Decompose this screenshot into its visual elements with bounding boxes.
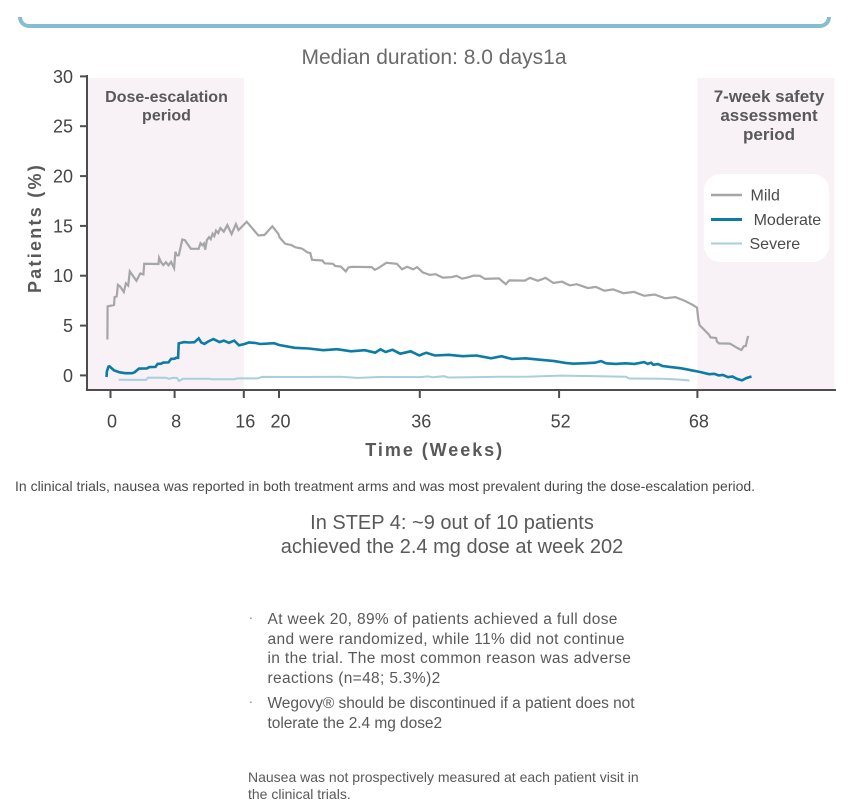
svg-text:20: 20 xyxy=(270,412,290,432)
svg-text:52: 52 xyxy=(551,412,571,432)
svg-text:16: 16 xyxy=(235,412,255,432)
svg-text:25: 25 xyxy=(53,117,73,137)
svg-text:Patients (%): Patients (%) xyxy=(25,163,45,293)
svg-text:36: 36 xyxy=(411,412,431,432)
svg-text:period: period xyxy=(743,125,795,144)
svg-text:68: 68 xyxy=(689,412,709,432)
svg-text:5: 5 xyxy=(63,316,73,336)
svg-text:0: 0 xyxy=(107,412,117,432)
svg-text:7-week safety: 7-week safety xyxy=(714,87,825,106)
svg-text:8: 8 xyxy=(171,412,181,432)
svg-text:Severe: Severe xyxy=(750,236,801,253)
svg-text:15: 15 xyxy=(53,216,73,236)
svg-text:10: 10 xyxy=(53,266,73,286)
svg-text:30: 30 xyxy=(53,67,73,87)
svg-text:Time (Weeks): Time (Weeks) xyxy=(365,440,504,460)
svg-text:Moderate: Moderate xyxy=(754,212,822,229)
svg-text:Dose-escalation: Dose-escalation xyxy=(105,89,228,106)
svg-text:period: period xyxy=(142,108,191,125)
svg-text:20: 20 xyxy=(53,167,73,187)
svg-text:0: 0 xyxy=(63,366,73,386)
svg-text:Mild: Mild xyxy=(751,188,780,205)
svg-text:assessment: assessment xyxy=(720,106,818,125)
